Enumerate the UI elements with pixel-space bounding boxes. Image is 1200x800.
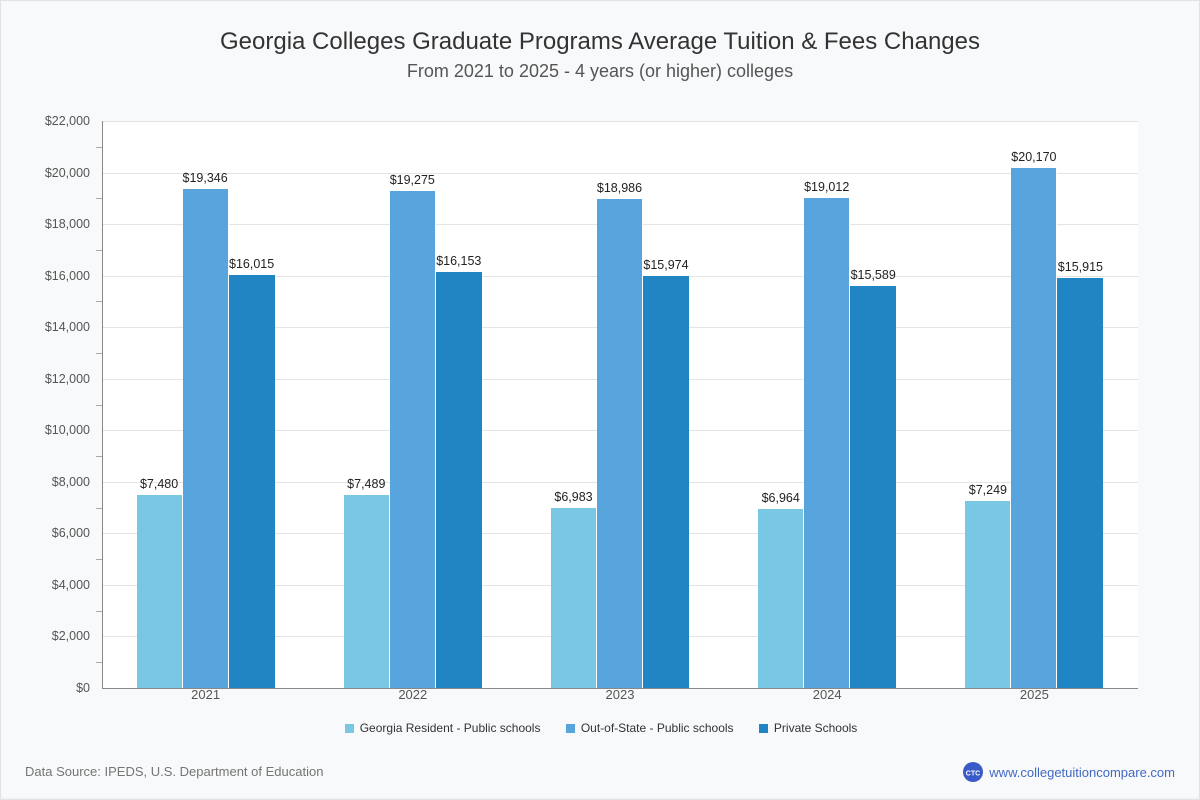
- svg-text:CTC: CTC: [966, 771, 980, 778]
